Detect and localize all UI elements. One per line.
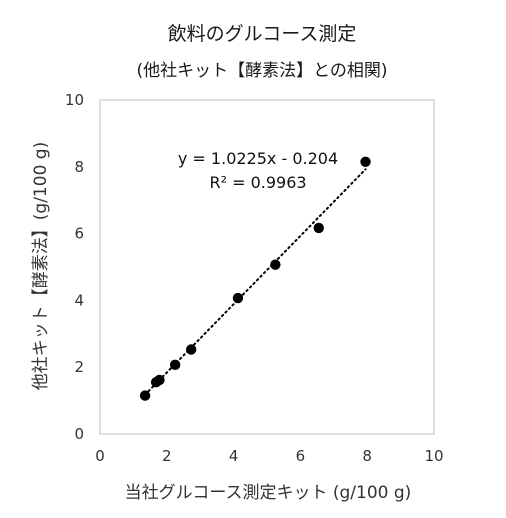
x-tick-label: 10	[424, 447, 443, 465]
plot-area: 0 2 4 6 8 10 0 2 4 6 8 10	[65, 91, 444, 465]
data-point	[139, 390, 151, 401]
x-tick-label: 4	[229, 447, 239, 465]
y-tick-label: 4	[74, 291, 84, 309]
data-point	[185, 344, 197, 355]
chart-subtitle: (他社キット【酵素法】との相関)	[136, 61, 387, 81]
y-tick-label: 10	[65, 91, 84, 109]
chart-title: 飲料のグルコース測定	[168, 23, 357, 45]
y-tick-label: 8	[74, 158, 84, 176]
data-point	[270, 259, 281, 270]
y-tick-label: 2	[74, 358, 84, 376]
x-axis-title: 当社グルコース測定キット (g/100 g)	[125, 483, 412, 503]
data-point	[232, 292, 244, 304]
x-tick-label: 0	[95, 447, 105, 465]
y-axis-title: 他社キット【酵素法】(g/100 g)	[31, 142, 51, 390]
x-tick-label: 6	[296, 447, 306, 465]
y-tick-label: 6	[74, 225, 84, 243]
x-tick-label: 2	[162, 447, 172, 465]
data-point	[169, 359, 181, 371]
data-point	[360, 156, 371, 167]
trendline-r-squared: R² = 0.9963	[209, 173, 306, 192]
data-point	[313, 222, 324, 234]
x-tick-label: 8	[362, 447, 372, 465]
data-point	[154, 374, 165, 386]
trendline-equation: y = 1.0225x - 0.204	[178, 149, 338, 168]
y-tick-label: 0	[74, 425, 84, 443]
plot-frame	[99, 99, 435, 435]
